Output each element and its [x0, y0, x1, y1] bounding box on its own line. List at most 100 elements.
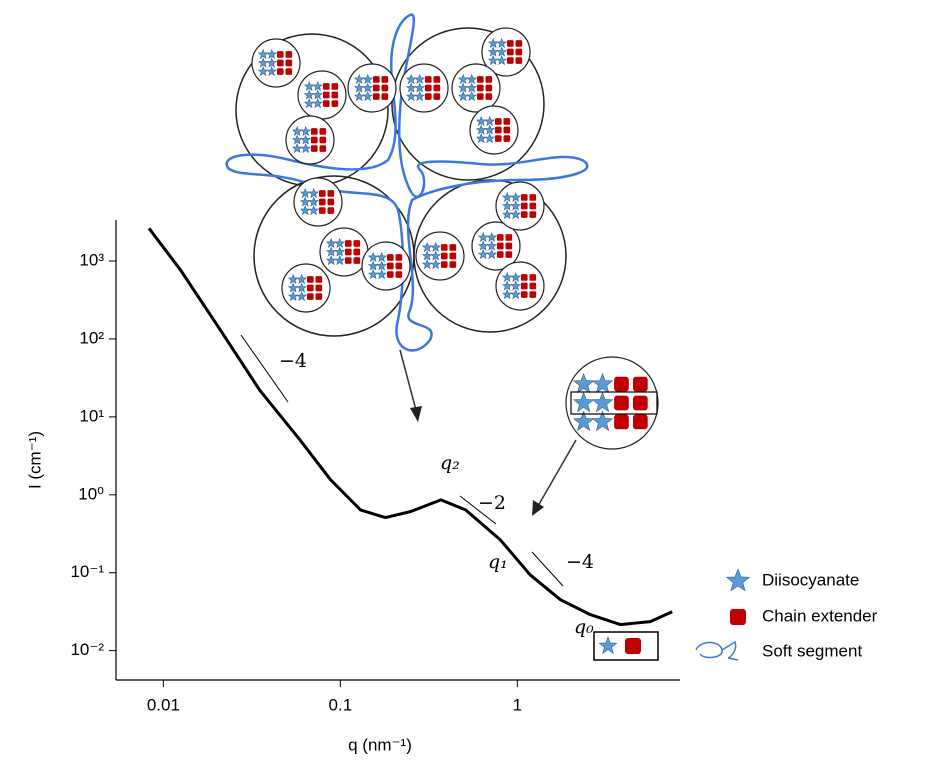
slope-guide — [459, 495, 497, 525]
chain-extender-icon — [372, 76, 380, 83]
diisocyanate-icon — [257, 65, 269, 77]
diisocyanate-icon — [475, 115, 487, 127]
chain-extender-icon — [310, 128, 318, 135]
chain-extender-icon — [353, 248, 361, 256]
chain-extender-icon — [440, 261, 448, 268]
diisocyanate-icon — [334, 246, 346, 257]
chain-box — [570, 391, 658, 415]
diisocyanate-icon — [421, 241, 433, 253]
chain-extender-icon — [440, 244, 448, 251]
diisocyanate-icon — [287, 273, 299, 285]
chain-extender-icon — [505, 251, 513, 258]
diisocyanate-icon — [312, 89, 324, 100]
chain-extender-icon — [318, 207, 326, 214]
soft-segment — [225, 13, 589, 352]
hard-domain — [451, 63, 501, 113]
diisocyanate-icon — [266, 48, 277, 60]
chain-extender-icon — [520, 202, 528, 210]
diisocyanate-icon — [405, 82, 417, 93]
diisocyanate-icon — [486, 231, 497, 243]
chain-extender-icon — [331, 100, 339, 107]
chain-extender-icon — [496, 234, 504, 241]
chain-extender-icon — [476, 93, 484, 100]
chain-extender-icon — [440, 252, 448, 260]
chain-extender-icon — [327, 207, 335, 214]
diisocyanate-icon — [591, 372, 614, 394]
hard-domain — [281, 263, 331, 313]
diisocyanate-icon — [367, 260, 379, 271]
diisocyanate-icon — [376, 251, 387, 263]
chain-extender-icon — [310, 136, 318, 144]
chain-extender-icon — [529, 274, 537, 281]
diisocyanate-icon — [496, 37, 507, 49]
hard-domain — [481, 27, 531, 77]
chain-extender-icon — [520, 211, 528, 218]
chain-extender-icon — [315, 293, 323, 300]
chain-extender-icon — [485, 84, 493, 92]
chain-extender-icon — [386, 262, 394, 270]
unit-box — [593, 631, 659, 661]
diisocyanate-icon — [466, 73, 477, 85]
chain-extender-icon — [529, 211, 537, 218]
diisocyanate-icon — [367, 268, 379, 280]
chain-extender-icon — [381, 84, 389, 92]
chain-extender-icon — [344, 248, 352, 256]
chain-extender-icon — [424, 93, 432, 100]
chain-extender-icon — [614, 395, 629, 411]
diisocyanate-icon — [376, 260, 388, 271]
diisocyanate-icon — [501, 288, 513, 300]
hard-domain — [469, 105, 519, 155]
diisocyanate-icon — [299, 196, 311, 207]
diisocyanate-icon — [405, 73, 417, 85]
hard-domain — [471, 221, 521, 271]
diisocyanate-icon — [598, 636, 618, 654]
diisocyanate-icon — [353, 73, 365, 85]
diisocyanate-icon — [501, 191, 513, 203]
chain-extender-icon — [433, 93, 441, 100]
diisocyanate-icon — [414, 73, 425, 85]
diisocyanate-icon — [308, 196, 320, 207]
y-tick-label: 10³ — [79, 250, 104, 269]
chain-extender-icon — [318, 190, 326, 197]
annotation: −4 — [566, 551, 594, 573]
chain-extender-icon — [614, 376, 629, 392]
diisocyanate-icon — [257, 48, 269, 60]
diisocyanate-icon — [300, 134, 312, 145]
diisocyanate-icon — [572, 372, 595, 394]
chain-extender-icon — [529, 291, 537, 298]
diisocyanate-icon — [572, 410, 595, 432]
diisocyanate-icon — [475, 124, 487, 135]
hard-domain — [293, 177, 343, 227]
chain-extender-icon — [515, 48, 523, 56]
diisocyanate-icon — [487, 37, 499, 49]
chain-extender-icon — [315, 284, 323, 292]
hard-domain — [319, 227, 369, 277]
diisocyanate-icon — [303, 80, 315, 92]
diisocyanate-icon — [501, 200, 513, 211]
diisocyanate-icon — [257, 57, 269, 68]
diisocyanate-icon — [299, 204, 311, 216]
chain-extender-icon — [503, 135, 511, 142]
legend-label: Diisocyanate — [762, 570, 859, 589]
chain-extender-icon — [395, 254, 403, 261]
chain-extender-icon — [449, 261, 457, 268]
diisocyanate-icon — [376, 268, 387, 280]
hard-domain — [495, 261, 545, 311]
chain-extender-icon — [310, 145, 318, 152]
diisocyanate-icon — [486, 240, 498, 251]
diisocyanate-icon — [287, 290, 299, 302]
diisocyanate-icon — [291, 134, 303, 145]
chain-extender-icon — [315, 276, 323, 283]
chain-extender-icon — [506, 48, 514, 56]
annotation: −2 — [478, 492, 506, 514]
chain-extender-icon — [276, 59, 284, 67]
diisocyanate-icon — [487, 54, 499, 66]
diisocyanate-icon — [477, 248, 489, 260]
diisocyanate-icon — [457, 82, 469, 93]
x-tick-label: 1 — [513, 695, 522, 714]
diisocyanate-icon — [457, 73, 469, 85]
annotation: q₀ — [574, 616, 594, 638]
chain-extender-icon — [520, 282, 528, 290]
chain-extender-icon — [633, 376, 648, 392]
chain-extender-icon — [276, 68, 284, 75]
